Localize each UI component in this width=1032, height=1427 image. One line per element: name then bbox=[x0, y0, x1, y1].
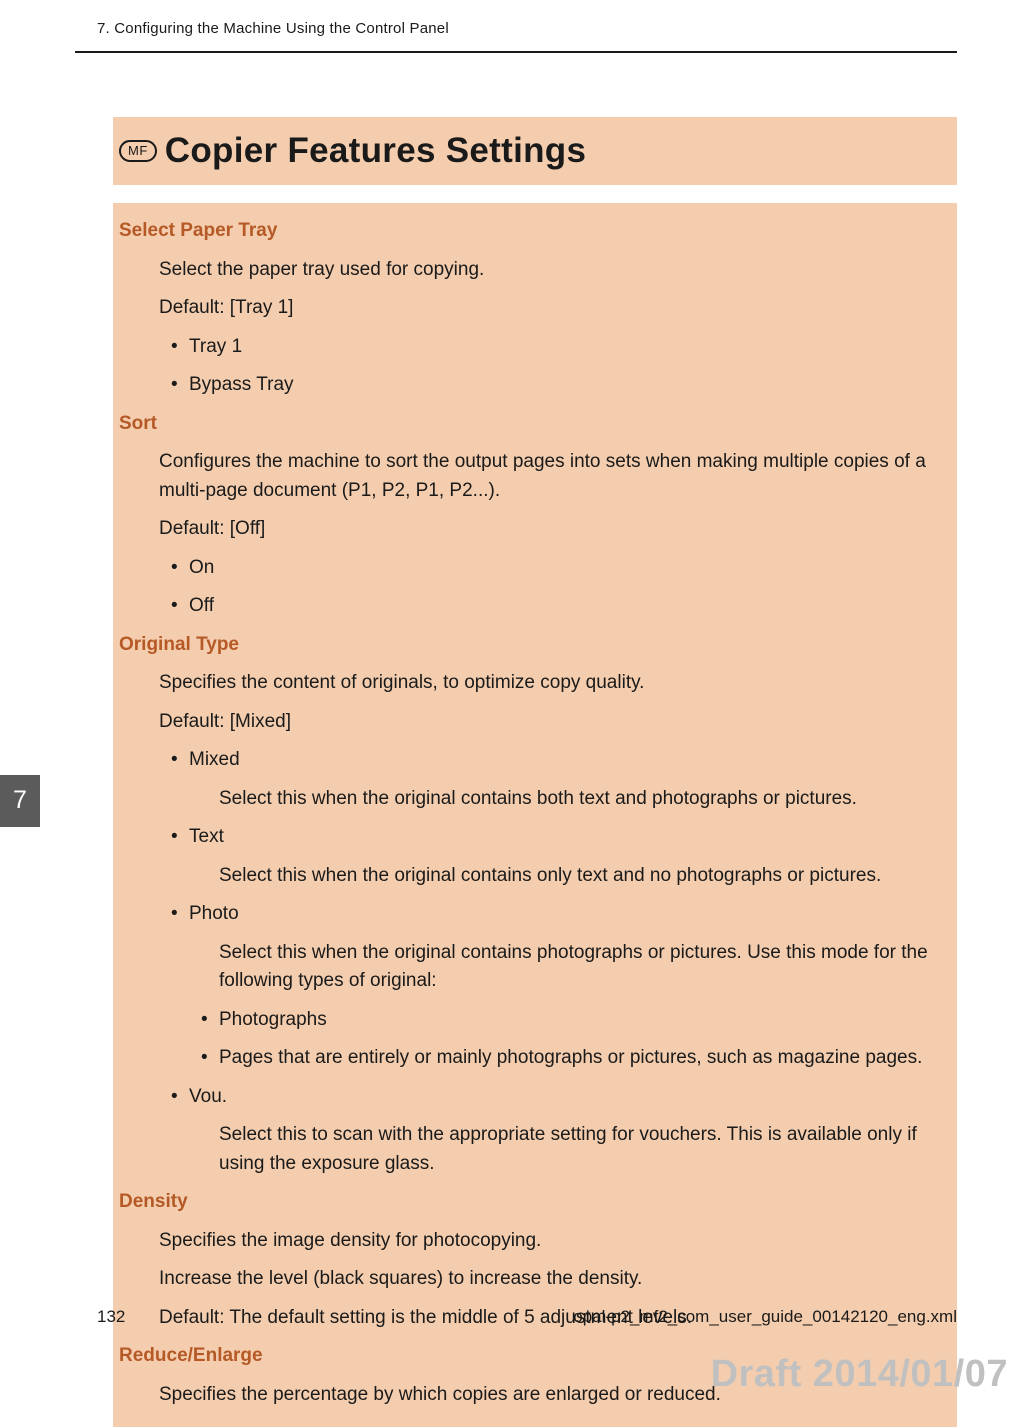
setting-default: Default: [Off] bbox=[159, 515, 951, 544]
draft-watermark: Draft 2014/01/07 bbox=[711, 1346, 1008, 1403]
running-header: 7. Configuring the Machine Using the Con… bbox=[75, 18, 957, 53]
list-item: Off bbox=[189, 592, 951, 621]
list-item: Photo Select this when the original cont… bbox=[189, 900, 951, 1073]
option-list: Mixed Select this when the original cont… bbox=[159, 746, 951, 1178]
page-footer: 132 opal-p2_mf2_com_user_guide_00142120_… bbox=[75, 1304, 957, 1330]
setting-title: Sort bbox=[119, 410, 951, 439]
list-item: On bbox=[189, 554, 951, 583]
page-number: 132 bbox=[75, 1304, 125, 1330]
list-item: Mixed Select this when the original cont… bbox=[189, 746, 951, 813]
list-item: Bypass Tray bbox=[189, 371, 951, 400]
mf-badge-icon: MF bbox=[119, 140, 157, 162]
list-item: Photographs bbox=[219, 1006, 951, 1035]
setting-title: Density bbox=[119, 1188, 951, 1217]
chapter-tab: 7 bbox=[0, 775, 40, 827]
section-select-paper-tray: Select Paper Tray Select the paper tray … bbox=[119, 217, 951, 400]
list-item: Vou. Select this to scan with the approp… bbox=[189, 1083, 951, 1179]
setting-desc: Specifies the content of originals, to o… bbox=[159, 669, 951, 698]
setting-desc: Increase the level (black squares) to in… bbox=[159, 1265, 951, 1294]
setting-desc: Select the paper tray used for copying. bbox=[159, 256, 951, 285]
option-label: Photo bbox=[189, 903, 239, 924]
title-bar: MF Copier Features Settings bbox=[113, 117, 957, 186]
option-desc: Select this to scan with the appropriate… bbox=[189, 1121, 951, 1178]
setting-title: Original Type bbox=[119, 631, 951, 660]
option-desc: Select this when the original contains p… bbox=[189, 939, 951, 996]
list-item: Text Select this when the original conta… bbox=[189, 823, 951, 890]
content-panel: Select Paper Tray Select the paper tray … bbox=[113, 203, 957, 1427]
section-original-type: Original Type Specifies the content of o… bbox=[119, 631, 951, 1179]
setting-desc: Specifies the image density for photocop… bbox=[159, 1227, 951, 1256]
option-list: Tray 1 Bypass Tray bbox=[159, 333, 951, 400]
option-label: Vou. bbox=[189, 1086, 227, 1107]
setting-default: Default: [Mixed] bbox=[159, 708, 951, 737]
option-list: On Off bbox=[159, 554, 951, 621]
option-label: Text bbox=[189, 826, 224, 847]
list-item: Pages that are entirely or mainly photog… bbox=[219, 1044, 951, 1073]
page-title: Copier Features Settings bbox=[165, 125, 586, 178]
sub-option-list: Photographs Pages that are entirely or m… bbox=[189, 1006, 951, 1073]
option-label: Mixed bbox=[189, 749, 240, 770]
setting-desc: Configures the machine to sort the outpu… bbox=[159, 448, 951, 505]
section-sort: Sort Configures the machine to sort the … bbox=[119, 410, 951, 621]
manual-page: 7. Configuring the Machine Using the Con… bbox=[0, 0, 1032, 1427]
setting-title: Select Paper Tray bbox=[119, 217, 951, 246]
source-filename: opal-p2_mf2_com_user_guide_00142120_eng.… bbox=[573, 1304, 957, 1330]
option-desc: Select this when the original contains b… bbox=[189, 785, 951, 814]
list-item: Tray 1 bbox=[189, 333, 951, 362]
option-desc: Select this when the original contains o… bbox=[189, 862, 951, 891]
setting-default: Default: [Tray 1] bbox=[159, 294, 951, 323]
